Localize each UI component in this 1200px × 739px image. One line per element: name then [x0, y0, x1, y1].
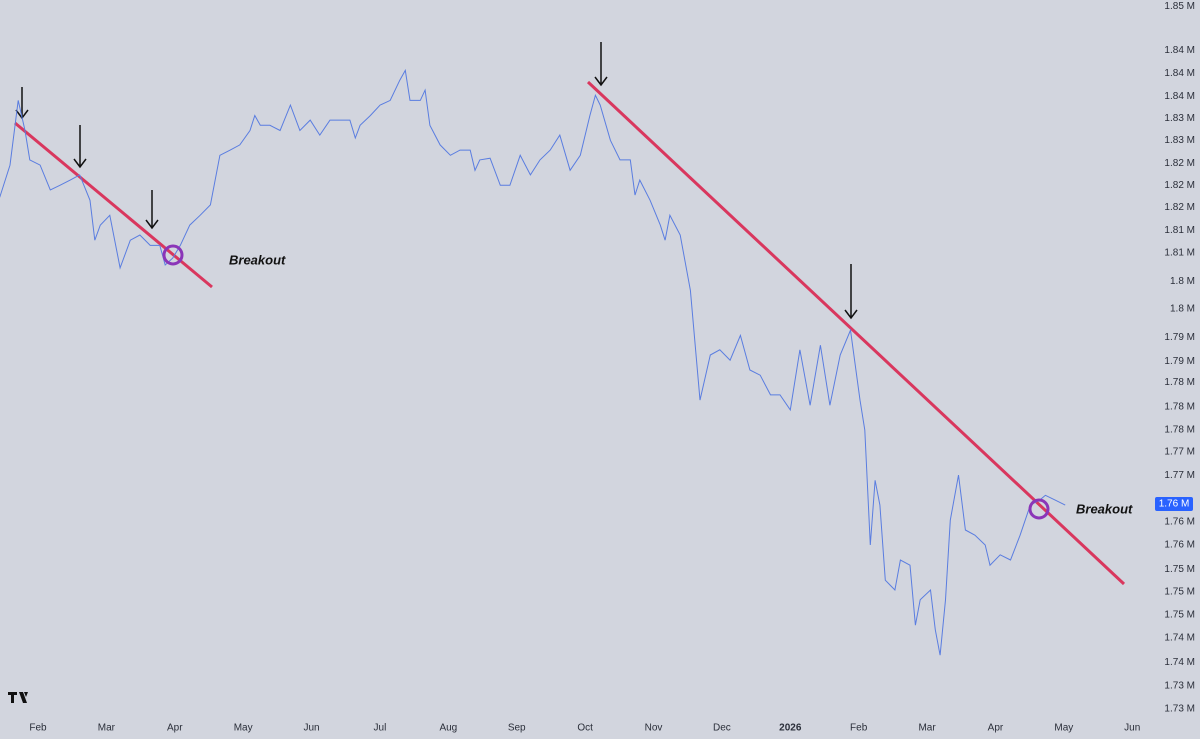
arrows — [15, 42, 858, 320]
y-tick-label: 1.79 M — [1164, 332, 1195, 343]
y-tick-label: 1.75 M — [1164, 564, 1195, 575]
y-tick-label: 1.83 M — [1164, 113, 1195, 124]
y-tick-label: 1.75 M — [1164, 609, 1195, 620]
arrow — [594, 42, 608, 87]
logo-mark — [8, 692, 28, 703]
y-tick-label: 1.82 M — [1164, 180, 1195, 191]
y-tick-label: 1.78 M — [1164, 425, 1195, 436]
y-tick-label: 1.74 M — [1164, 657, 1195, 668]
x-tick-label: Feb — [850, 723, 868, 734]
x-tick-label: Mar — [918, 723, 936, 734]
x-tick-label: 2026 — [779, 723, 802, 734]
y-tick-label: 1.73 M — [1164, 704, 1195, 715]
x-tick-label: Jun — [1124, 723, 1140, 734]
arrow — [73, 125, 87, 169]
x-tick-label: Jun — [304, 723, 320, 734]
y-tick-label: 1.76 M — [1164, 540, 1195, 551]
x-tick-label: Jul — [374, 723, 387, 734]
y-tick-label: 1.81 M — [1164, 247, 1195, 258]
y-tick-label: 1.85 M — [1164, 1, 1195, 12]
y-tick-label: 1.8 M — [1170, 303, 1195, 314]
price-tag — [1155, 496, 1193, 511]
arrow — [844, 264, 858, 320]
y-tick-label: 1.77 M — [1164, 447, 1195, 458]
y-tick-label: 1.83 M — [1164, 135, 1195, 146]
x-tick-label: Dec — [713, 723, 731, 734]
y-tick-label: 1.75 M — [1164, 586, 1195, 597]
x-tick-label: Feb — [29, 723, 47, 734]
price-tag-label: 1.76 M — [1159, 499, 1190, 510]
y-tick-label: 1.81 M — [1164, 225, 1195, 236]
y-tick-label: 1.82 M — [1164, 158, 1195, 169]
y-tick-label: 1.84 M — [1164, 45, 1195, 56]
x-tick-label: Mar — [98, 723, 116, 734]
arrow — [145, 190, 159, 230]
y-tick-label: 1.77 M — [1164, 470, 1195, 481]
y-tick-label: 1.84 M — [1164, 91, 1195, 102]
annotation: Breakout — [229, 252, 286, 267]
y-tick-label: 1.82 M — [1164, 202, 1195, 213]
y-tick-label: 1.73 M — [1164, 680, 1195, 691]
x-tick-label: Sep — [508, 723, 526, 734]
y-tick-label: 1.78 M — [1164, 377, 1195, 388]
x-tick-label: Oct — [577, 723, 593, 734]
y-tick-label: 1.79 M — [1164, 356, 1195, 367]
x-tick-label: Aug — [439, 723, 457, 734]
x-tick-label: Nov — [645, 723, 663, 734]
y-tick-label: 1.8 M — [1170, 276, 1195, 287]
x-tick-label: Apr — [167, 723, 183, 734]
y-tick-label: 1.84 M — [1164, 68, 1195, 79]
breakout-circle — [162, 244, 184, 266]
logo — [8, 692, 28, 703]
x-tick-label: May — [1054, 723, 1073, 734]
annotation: Breakout — [1076, 501, 1133, 516]
y-tick-label: 1.74 M — [1164, 633, 1195, 644]
x-tick-label: Apr — [988, 723, 1004, 734]
y-tick-label: 1.76 M — [1164, 517, 1195, 528]
x-tick-label: May — [234, 723, 253, 734]
breakout-circle — [1028, 498, 1050, 520]
y-tick-label: 1.78 M — [1164, 402, 1195, 413]
